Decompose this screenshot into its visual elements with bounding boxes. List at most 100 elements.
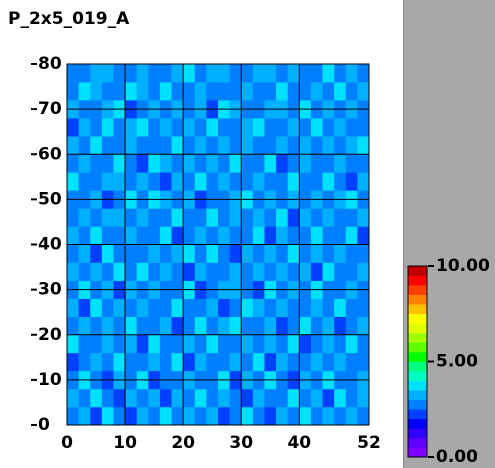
heatmap-cell — [299, 352, 312, 372]
heatmap-cell — [310, 172, 323, 191]
heatmap-cell — [206, 118, 219, 137]
heatmap-cell — [148, 352, 161, 372]
heatmap-cell — [171, 334, 184, 354]
heatmap-cell — [136, 226, 149, 245]
heatmap-cell — [90, 82, 103, 101]
heatmap-cell — [78, 298, 91, 317]
heatmap-cell — [345, 82, 358, 101]
heatmap-cell — [322, 172, 335, 191]
heatmap-cell — [276, 244, 288, 263]
heatmap-cell — [136, 352, 149, 372]
colorbar-tick-label: 5.00 — [436, 352, 478, 372]
heatmap-cell — [125, 118, 137, 137]
heatmap-cell — [171, 172, 184, 191]
heatmap-cell — [148, 208, 161, 227]
heatmap-cell — [252, 334, 265, 354]
heatmap-cell — [345, 136, 358, 155]
heatmap-cell — [299, 136, 312, 155]
heatmap-cell — [287, 406, 300, 426]
heatmap-cell — [67, 298, 79, 317]
heatmap-cell — [252, 154, 265, 173]
heatmap-cell — [206, 226, 219, 245]
heatmap-cell — [218, 136, 230, 155]
heatmap-cell — [194, 262, 207, 281]
colorbar-tick-label: 10.00 — [436, 256, 490, 276]
heatmap-cell — [241, 136, 254, 155]
heatmap-cell — [287, 64, 300, 83]
heatmap-cell — [287, 118, 300, 137]
heatmap-cell — [67, 154, 79, 173]
heatmap-cell — [287, 244, 300, 263]
heatmap-cell — [171, 298, 184, 317]
heatmap-cell — [252, 82, 265, 101]
heatmap-cell — [194, 334, 207, 354]
heatmap-cell — [276, 406, 288, 426]
heatmap-cell — [252, 64, 265, 83]
colorbar-band — [408, 275, 427, 286]
heatmap-cell — [78, 316, 91, 336]
heatmap-cell — [345, 172, 358, 191]
heatmap-cell — [287, 226, 300, 245]
heatmap-cell — [78, 172, 91, 191]
heatmap-cell — [299, 406, 312, 426]
heatmap-cell — [252, 406, 265, 426]
heatmap-cell — [136, 262, 149, 281]
heatmap-cell — [218, 154, 230, 173]
heatmap-cell — [264, 154, 277, 173]
heatmap-cell — [357, 244, 370, 263]
heatmap-cell — [252, 208, 265, 227]
heatmap-cell — [334, 154, 347, 173]
heatmap-cell — [299, 334, 312, 354]
heatmap-cell — [264, 172, 277, 191]
heatmap-cell — [310, 298, 323, 317]
heatmap-cell — [229, 118, 242, 137]
heatmap-cell — [310, 388, 323, 408]
y-tick-label: 10 — [38, 370, 62, 390]
heatmap-cell — [345, 298, 358, 317]
heatmap-cell — [101, 226, 114, 245]
heatmap-cell — [78, 82, 91, 101]
heatmap-cell — [241, 334, 254, 354]
heatmap-cell — [101, 136, 114, 155]
heatmap-cell — [310, 82, 323, 101]
heatmap-cell — [148, 388, 161, 408]
heatmap-cell — [159, 352, 172, 372]
heatmap-cell — [125, 298, 137, 317]
heatmap-cell — [287, 352, 300, 372]
heatmap-cell — [183, 226, 196, 245]
heatmap-cell — [113, 244, 126, 263]
heatmap-cell — [299, 388, 312, 408]
heatmap-cell — [299, 316, 312, 336]
colorbar-band — [408, 313, 427, 324]
heatmap-cell — [125, 244, 137, 263]
heatmap-cell — [113, 82, 126, 101]
heatmap-cell — [229, 226, 242, 245]
heatmap-cell — [229, 136, 242, 155]
heatmap-cell — [229, 244, 242, 263]
heatmap-cell — [276, 118, 288, 137]
chart-title: P_2x5_019_A — [8, 9, 130, 29]
heatmap-cell — [252, 118, 265, 137]
heatmap-cell — [159, 298, 172, 317]
heatmap-cell — [78, 406, 91, 426]
heatmap-cell — [345, 262, 358, 281]
heatmap-cell — [183, 298, 196, 317]
heatmap-cell — [67, 118, 79, 137]
heatmap-cell — [136, 154, 149, 173]
colorbar-band — [408, 285, 427, 295]
heatmap-cell — [90, 352, 103, 372]
heatmap-cell — [310, 334, 323, 354]
colorbar-band — [408, 351, 427, 362]
heatmap-cell — [171, 262, 184, 281]
heatmap-cell — [252, 244, 265, 263]
heatmap-cell — [229, 352, 242, 372]
heatmap-cell — [159, 208, 172, 227]
heatmap-cell — [148, 406, 161, 426]
heatmap-cell — [322, 334, 335, 354]
heatmap-cell — [194, 136, 207, 155]
heatmap-cell — [148, 244, 161, 263]
heatmap-cell — [194, 118, 207, 137]
heatmap-cell — [264, 334, 277, 354]
heatmap-cell — [241, 82, 254, 101]
